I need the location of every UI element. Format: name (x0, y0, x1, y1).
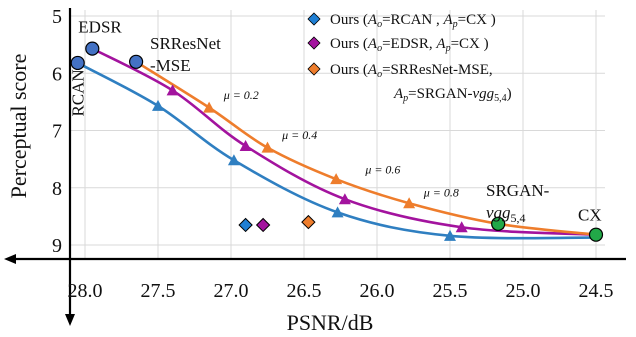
mu-annotation: μ = 0.4 (281, 128, 317, 142)
endpoint-marker (70, 55, 85, 71)
endpoint-label-srgan-line1: SRGAN- (486, 181, 550, 200)
endpoint-label-cx: CX (578, 206, 602, 225)
triangle-marker (330, 173, 343, 185)
mu-annotation: μ = 0.2 (223, 88, 259, 102)
x-axis-title: PSNR/dB (287, 310, 374, 335)
triangle-marker (166, 84, 179, 96)
x-tick-label: 27.0 (214, 280, 249, 302)
diamond-marker (301, 214, 316, 230)
x-tick-label: 26.5 (287, 280, 322, 302)
y-axis-arrow (65, 314, 75, 326)
triangle-marker (227, 154, 240, 166)
mu-annotation: μ = 0.8 (423, 185, 459, 199)
triangle-marker (444, 229, 456, 241)
tick-labels: 28.0 27.5 27.0 26.5 26.0 25.5 25.0 24.5 5 6 7 8 9 (52, 6, 614, 302)
x-axis-arrow (4, 254, 16, 264)
endpoint-label-srresnet-line2: -MSE (150, 56, 191, 75)
x-tick-label: 25.0 (506, 280, 541, 302)
legend: Ours (Ao=RCAN , Ap=CX ) Ours (Ao=EDSR, Ap… (307, 12, 512, 104)
triangle-marker (338, 193, 351, 205)
endpoint-marker (85, 41, 100, 56)
annotation-layer: RCAN EDSR SRResNet -MSE SRGAN-vgg5,4 CX μ = 0.… (69, 18, 602, 225)
triangle-marker (455, 221, 468, 233)
x-tick-label: 25.5 (433, 280, 468, 302)
endpoint-label-rcan: RCAN (69, 69, 88, 116)
x-tick-label: 28.0 (68, 280, 103, 302)
endpoint-marker (129, 54, 144, 69)
endpoint-label-edsr: EDSR (78, 18, 122, 37)
y-tick-label: 8 (52, 178, 62, 200)
triangle-marker (261, 141, 274, 153)
markers-layer (70, 41, 604, 242)
triangle-marker (331, 206, 344, 218)
endpoint-label-srgan-line2: vgg5,4 (486, 203, 526, 225)
x-tick-label: 24.5 (579, 280, 614, 302)
y-tick-label: 7 (52, 121, 62, 143)
series-line (135, 60, 597, 236)
x-tick-label: 27.5 (141, 280, 176, 302)
triangle-marker (239, 139, 252, 151)
series-line (91, 47, 597, 236)
y-axis-title: Perceptual score (6, 54, 31, 199)
diamond-marker (238, 217, 253, 233)
triangle-marker (152, 99, 164, 111)
endpoint-label-srresnet-line1: SRResNet (150, 34, 221, 53)
endpoint-marker (588, 227, 604, 242)
legend-marker (307, 62, 321, 76)
legend-entry: Ours (Ao=RCAN , Ap=CX ) (330, 12, 496, 30)
legend-entry: Ours (Ao=EDSR, Ap=CX ) (330, 36, 489, 54)
triangle-marker (203, 101, 216, 113)
legend-marker (307, 12, 321, 26)
mu-annotation: μ = 0.6 (364, 162, 400, 176)
y-tick-label: 9 (52, 235, 62, 257)
legend-entry: Ours (Ao=SRResNet-MSE, (330, 62, 493, 80)
axes (4, 8, 626, 326)
legend-entry-line2: Ap=SRGAN-vgg5,4) (393, 86, 512, 104)
triangle-marker (403, 197, 416, 209)
legend-marker (307, 36, 321, 50)
endpoint-marker (491, 216, 506, 231)
diamond-marker (255, 217, 271, 233)
grid-lines (70, 10, 605, 259)
y-tick-label: 6 (52, 63, 62, 85)
x-tick-label: 26.0 (360, 280, 395, 302)
y-tick-label: 5 (52, 6, 62, 28)
